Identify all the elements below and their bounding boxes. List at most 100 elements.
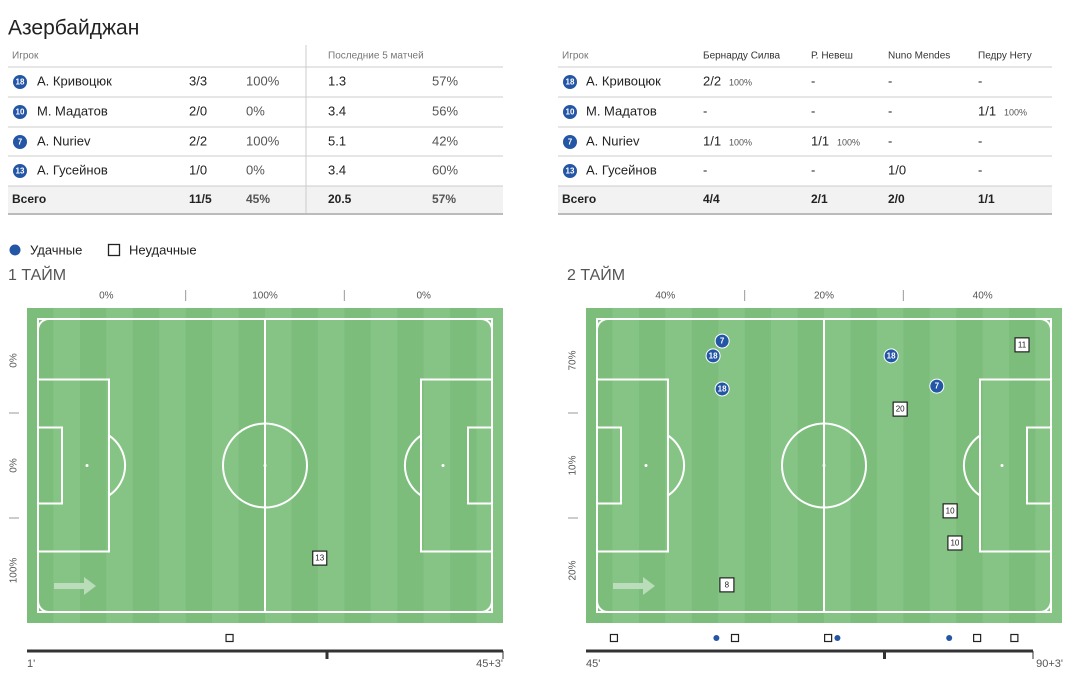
marker-number: 13 (315, 554, 324, 563)
badge-number: 18 (566, 78, 575, 87)
cell-pct: 100% (1004, 107, 1027, 117)
header: Игрок (562, 51, 589, 62)
cell: 1/1 (703, 133, 721, 148)
player-badge (13, 164, 27, 178)
marker-number: 7 (935, 382, 940, 391)
zone-label: 0% (9, 458, 20, 473)
player-name: А. Кривоцюк (37, 73, 112, 88)
pitch-stripe (265, 308, 292, 623)
cell: 1/0 (189, 162, 207, 177)
badge-number: 13 (16, 167, 25, 176)
cell: 0% (246, 103, 265, 118)
legend-success (9, 244, 21, 256)
pitch-stripe (929, 308, 957, 623)
timeline-fail (225, 633, 234, 643)
cell: 2/1 (811, 192, 828, 206)
cell: 1.3 (328, 73, 346, 88)
half-title: 1 ТАЙМ (8, 265, 66, 284)
cell: - (888, 73, 892, 88)
player-badge (563, 164, 577, 178)
cell: 3.4 (328, 162, 346, 177)
pitch-line (37, 318, 50, 331)
pitch-stripe (665, 308, 692, 623)
pitch-line (596, 426, 622, 505)
cell: 2/2 (703, 73, 721, 88)
cell: 42% (432, 133, 458, 148)
legend-label: Удачные (30, 242, 82, 257)
legend-label: Неудачные (129, 242, 197, 257)
pitch-spot (85, 464, 89, 467)
timeline-fail (973, 633, 982, 643)
header: Педру Нету (978, 51, 1032, 62)
cell: 1/1 (811, 133, 829, 148)
badge-number: 7 (568, 138, 573, 147)
cell: 1/0 (888, 162, 906, 177)
timeline-end-label: 45+3' (476, 658, 503, 670)
pitch-spot (1000, 464, 1004, 467)
pitch-stripe (612, 308, 639, 623)
pitch-line (108, 434, 127, 497)
marker-success (714, 333, 730, 349)
header: Nuno Mendes (888, 51, 950, 62)
header: Бернарду Силва (703, 51, 781, 62)
cell: 3/3 (189, 73, 207, 88)
cell: - (888, 103, 892, 118)
marker-fail (312, 550, 328, 566)
pitch-line (667, 434, 686, 497)
zone-label: 10% (568, 455, 579, 475)
pitch-spot (263, 464, 267, 467)
cell: 3.4 (328, 103, 346, 118)
pitch-spot (644, 464, 648, 467)
player-name: М. Мадатов (586, 103, 657, 118)
pitch-stripe (423, 308, 451, 623)
pitch-stripe (317, 308, 345, 623)
marker-fail (942, 503, 958, 519)
pitch (27, 308, 503, 623)
cell: 60% (432, 162, 458, 177)
half-title: 2 ТАЙМ (567, 265, 625, 284)
zone-label: 70% (568, 350, 579, 370)
pitch-stripe (982, 308, 1010, 623)
pitch-line (962, 434, 981, 497)
pitch-stripe (771, 308, 798, 623)
direction-arrow (54, 577, 96, 595)
cell: 2/2 (189, 133, 207, 148)
marker-fail (892, 401, 908, 417)
timeline-success (946, 635, 953, 641)
pitch-stripe (476, 308, 503, 623)
pitch-spot (441, 464, 445, 467)
marker-success (705, 348, 721, 364)
cell: - (811, 162, 815, 177)
player-name: А. Кривоцюк (586, 73, 661, 88)
badge-number: 10 (566, 108, 575, 117)
zone-label: 20% (814, 291, 834, 302)
player-badge (13, 75, 27, 89)
cell-pct: 100% (729, 77, 752, 87)
marker-number: 7 (720, 337, 725, 346)
cell: 2/0 (189, 103, 207, 118)
cell: 56% (432, 103, 458, 118)
pitch-line (596, 318, 609, 331)
direction-arrow (613, 577, 655, 595)
pitch-line (403, 434, 422, 497)
player-badge (563, 135, 577, 149)
zone-label: 0% (9, 353, 20, 368)
marker-number: 10 (950, 539, 959, 548)
pitch-line (781, 422, 867, 509)
pitch-line (37, 600, 50, 613)
cell: 1/1 (978, 192, 995, 206)
cell: - (888, 133, 892, 148)
pitch-stripe (1035, 308, 1062, 623)
cell: - (811, 73, 815, 88)
badge-number: 18 (16, 78, 25, 87)
pitch-line (1039, 600, 1052, 613)
cell: - (703, 103, 707, 118)
marker-success (714, 381, 730, 397)
pitch-stripe (212, 308, 239, 623)
total-cell: 20.5 (328, 192, 352, 206)
total-cell: 11/5 (189, 192, 212, 206)
cell: 0% (246, 162, 265, 177)
cell: 57% (432, 73, 458, 88)
timeline-fail (824, 633, 833, 643)
cell: - (978, 162, 982, 177)
